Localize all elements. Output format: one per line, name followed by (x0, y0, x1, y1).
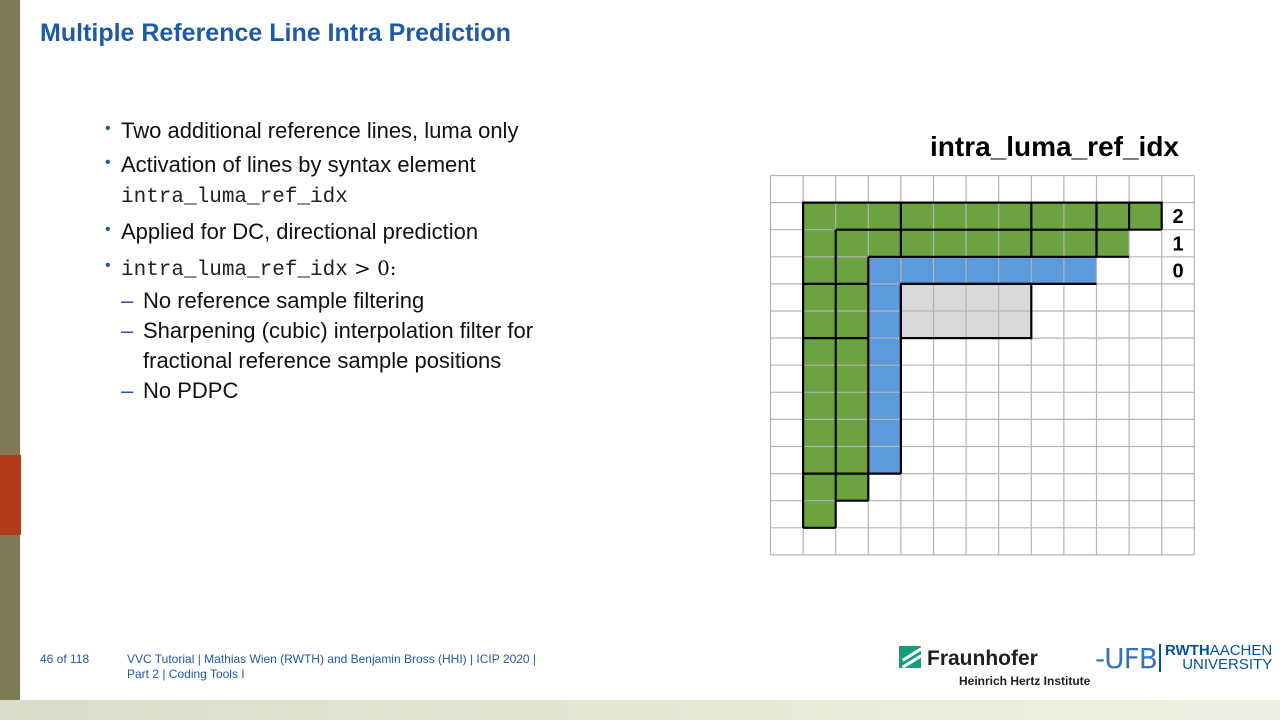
ref-line-label-1: 1 (1172, 233, 1183, 255)
bullet-text: Activation of lines by syntax element (121, 152, 476, 177)
bullet-text: Two additional reference lines, luma onl… (121, 118, 519, 143)
left-decor-bar (0, 0, 20, 720)
bullet-item: • Applied for DC, directional prediction (105, 217, 625, 247)
sub-bullet-text: No reference sample filtering (143, 288, 425, 313)
rwth-logo-bottom: UNIVERSITY (1182, 656, 1273, 673)
sub-bullet-dash: – (121, 318, 134, 343)
footer-citation: VVC Tutorial | Mathias Wien (RWTH) and B… (127, 652, 536, 682)
current-block-outline (899, 282, 1033, 340)
ref-line-1-top (835, 229, 1130, 257)
fraunhofer-name: Fraunhofer (927, 647, 1038, 670)
rwth-logo-light: AACHEN (1209, 642, 1273, 659)
ref-line-label-2: 2 (1172, 206, 1183, 228)
rwth-logo-top: RWTHAACHEN (1165, 642, 1273, 659)
bullet-code: intra_luma_ref_idx (121, 259, 348, 282)
sub-bullet-text: No PDPC (143, 378, 239, 403)
rwth-logo-bar (1159, 644, 1161, 672)
bullet-dot: • (105, 120, 111, 137)
bullet-item: • intra_luma_ref_idx > 0: (105, 253, 625, 286)
fraunhofer-mark-icon (899, 646, 921, 668)
left-accent-block (0, 455, 21, 535)
ref-line-label-0: 0 (1172, 260, 1183, 282)
fraunhofer-subtitle: Heinrich Hertz Institute (959, 674, 1091, 688)
footer-line-2: Part 2 | Coding Tools I (127, 667, 245, 681)
ref-line-0-top (868, 256, 1097, 284)
bullet-dot: • (105, 154, 111, 171)
sub-bullet-item: – Sharpening (cubic) interpolation filte… (105, 316, 625, 376)
slide-title: Multiple Reference Line Intra Prediction (40, 19, 511, 47)
bullet-dot: • (105, 221, 111, 238)
rwth-logo-bold: RWTH (1165, 642, 1210, 659)
figure-title: intra_luma_ref_idx (930, 131, 1179, 162)
bullet-dot: • (105, 257, 111, 274)
ufb-logo: -UFB (1095, 642, 1158, 675)
bullet-text: Applied for DC, directional prediction (121, 219, 479, 244)
bullet-code: intra_luma_ref_idx (121, 186, 348, 209)
sub-bullet-text: Sharpening (cubic) interpolation filter … (143, 318, 534, 343)
sub-bullet-item: – No reference sample filtering (105, 286, 625, 316)
bullet-item: • Two additional reference lines, luma o… (105, 116, 625, 146)
sub-bullet-dash: – (121, 378, 134, 403)
footer-page-number: 46 of 118 (40, 652, 90, 666)
footer-line-1: VVC Tutorial | Mathias Wien (RWTH) and B… (127, 652, 537, 666)
sub-bullet-item: – No PDPC (105, 376, 625, 406)
bullet-list: • Two additional reference lines, luma o… (105, 116, 625, 406)
ref-line-2-top (803, 202, 1162, 230)
sub-bullet-dash: – (121, 288, 134, 313)
sub-bullet-text-cont: fractional reference sample positions (143, 348, 502, 373)
bullet-operator: > 0: (353, 256, 397, 280)
bottom-decor-band (0, 700, 1280, 720)
rwth-logo: RWTHAACHEN UNIVERSITY (1159, 642, 1273, 673)
bullet-item: • Activation of lines by syntax element … (105, 150, 625, 213)
ref-line-2-outline (801, 201, 1163, 528)
